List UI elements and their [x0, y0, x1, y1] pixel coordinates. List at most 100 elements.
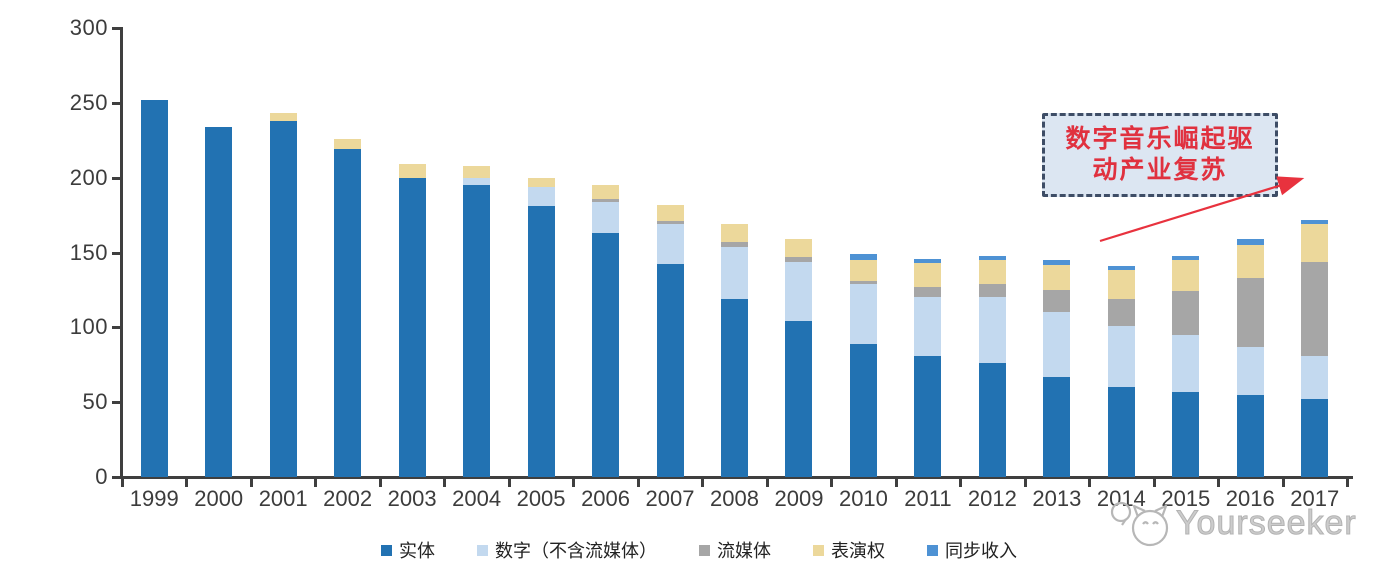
segment-表演权-2002 — [334, 138, 362, 150]
x-tick-label-2007: 2007 — [645, 486, 695, 511]
segment-表演权-2010 — [849, 260, 877, 281]
legend-swatch-icon — [381, 544, 392, 556]
legend-label: 同步收入 — [945, 541, 1017, 561]
x-axis-line — [113, 476, 1353, 479]
segment-表演权-2008 — [721, 224, 748, 243]
legend-label: 流媒体 — [717, 541, 771, 561]
x-tick-label-2004: 2004 — [452, 486, 502, 511]
segment-实体-2006 — [592, 233, 620, 477]
segment-流媒体-2013 — [1043, 289, 1071, 313]
segment-表演权-2016 — [1236, 245, 1264, 278]
segment-表演权-2005 — [527, 177, 555, 187]
y-tick-mark — [112, 176, 121, 180]
y-tick-mark — [112, 101, 121, 105]
bar-2016 — [1236, 239, 1264, 477]
bar-2010 — [849, 254, 877, 477]
watermark-text: Yourseeker — [1176, 503, 1357, 542]
watermark: Yourseeker — [1108, 498, 1357, 548]
x-tick-mark — [1346, 479, 1349, 487]
x-tick-mark — [636, 479, 640, 487]
x-tick-label-2009: 2009 — [774, 486, 824, 511]
segment-实体-2002 — [334, 149, 362, 477]
bar-2002 — [334, 138, 362, 477]
segment-同步收入-2015 — [1172, 255, 1200, 261]
x-tick-label-2012: 2012 — [967, 486, 1017, 511]
y-tick-label-150: 150 — [69, 239, 108, 265]
legend-item-实体: 实体 — [381, 537, 435, 563]
segment-流媒体-2011 — [914, 286, 942, 298]
y-tick-mark — [112, 401, 121, 405]
segment-实体-2004 — [463, 185, 491, 477]
segment-实体-2003 — [398, 177, 426, 477]
bar-2001 — [269, 113, 297, 477]
segment-表演权-2009 — [785, 239, 813, 258]
segment-表演权-2014 — [1107, 270, 1135, 299]
x-tick-mark — [249, 479, 253, 487]
legend-label: 实体 — [399, 541, 435, 561]
segment-实体-2007 — [656, 264, 684, 477]
legend-item-表演权: 表演权 — [813, 537, 885, 563]
x-tick-mark — [765, 479, 769, 487]
x-tick-mark — [185, 479, 189, 487]
segment-流媒体-2007 — [656, 221, 684, 225]
bar-2003 — [398, 164, 426, 477]
legend-label: 表演权 — [831, 541, 885, 561]
x-tick-mark — [1152, 479, 1156, 487]
x-tick-mark — [507, 479, 511, 487]
bar-2017 — [1301, 219, 1329, 477]
segment-表演权-2011 — [914, 263, 942, 287]
y-tick-label-300: 300 — [69, 15, 108, 40]
segment-实体-2001 — [269, 120, 297, 477]
legend-item-同步收入: 同步收入 — [927, 537, 1017, 563]
segment-表演权-2006 — [592, 185, 620, 199]
segment-实体-2008 — [721, 298, 748, 477]
y-tick-mark — [112, 251, 121, 255]
bar-1999 — [140, 99, 168, 477]
segment-数字（不含流媒体）-2010 — [849, 283, 877, 344]
y-axis-line — [120, 27, 123, 479]
segment-实体-1999 — [140, 99, 168, 477]
segment-表演权-2003 — [398, 164, 426, 178]
legend-swatch-icon — [927, 544, 938, 556]
x-tick-label-2006: 2006 — [581, 486, 631, 511]
segment-实体-2016 — [1236, 394, 1264, 477]
segment-数字（不含流媒体）-2006 — [592, 201, 620, 234]
x-tick-mark — [1023, 479, 1027, 487]
x-tick-label-2008: 2008 — [710, 486, 759, 511]
segment-数字（不含流媒体）-2007 — [656, 224, 684, 265]
x-tick-mark — [572, 479, 576, 487]
bar-2006 — [592, 185, 620, 477]
legend-swatch-icon — [813, 544, 824, 556]
segment-数字（不含流媒体）-2012 — [978, 297, 1006, 364]
bar-2004 — [463, 165, 491, 477]
x-tick-label-2001: 2001 — [258, 486, 308, 511]
x-tick-mark — [121, 479, 124, 487]
segment-数字（不含流媒体）-2011 — [914, 297, 942, 356]
segment-实体-2000 — [205, 126, 233, 477]
legend: 实体 数字（不含流媒体） 流媒体 表演权 同步收入 — [0, 537, 1398, 563]
segment-同步收入-2010 — [849, 254, 877, 260]
y-tick-label-100: 100 — [69, 314, 108, 340]
segment-实体-2012 — [978, 363, 1006, 477]
y-tick-mark — [112, 476, 121, 479]
x-tick-label-2003: 2003 — [387, 486, 437, 511]
y-tick-mark — [112, 27, 121, 30]
x-tick-label-1999: 1999 — [129, 486, 179, 511]
segment-流媒体-2009 — [785, 257, 813, 262]
segment-实体-2017 — [1301, 399, 1329, 477]
segment-实体-2014 — [1107, 387, 1135, 477]
segment-流媒体-2016 — [1236, 277, 1264, 347]
segment-数字（不含流媒体）-2017 — [1301, 355, 1329, 400]
x-tick-label-2017: 2017 — [1290, 486, 1340, 511]
bar-2014 — [1107, 266, 1135, 477]
segment-流媒体-2012 — [978, 283, 1006, 298]
x-tick-mark — [443, 479, 447, 487]
segment-数字（不含流媒体）-2008 — [721, 246, 748, 299]
segment-表演权-2007 — [656, 204, 684, 222]
segment-流媒体-2008 — [721, 242, 748, 247]
x-tick-mark — [1281, 479, 1285, 487]
x-tick-mark — [1217, 479, 1221, 487]
bar-2007 — [656, 204, 684, 477]
bar-2008 — [721, 224, 748, 477]
yourseeker-cat-logo-icon — [1110, 501, 1169, 547]
